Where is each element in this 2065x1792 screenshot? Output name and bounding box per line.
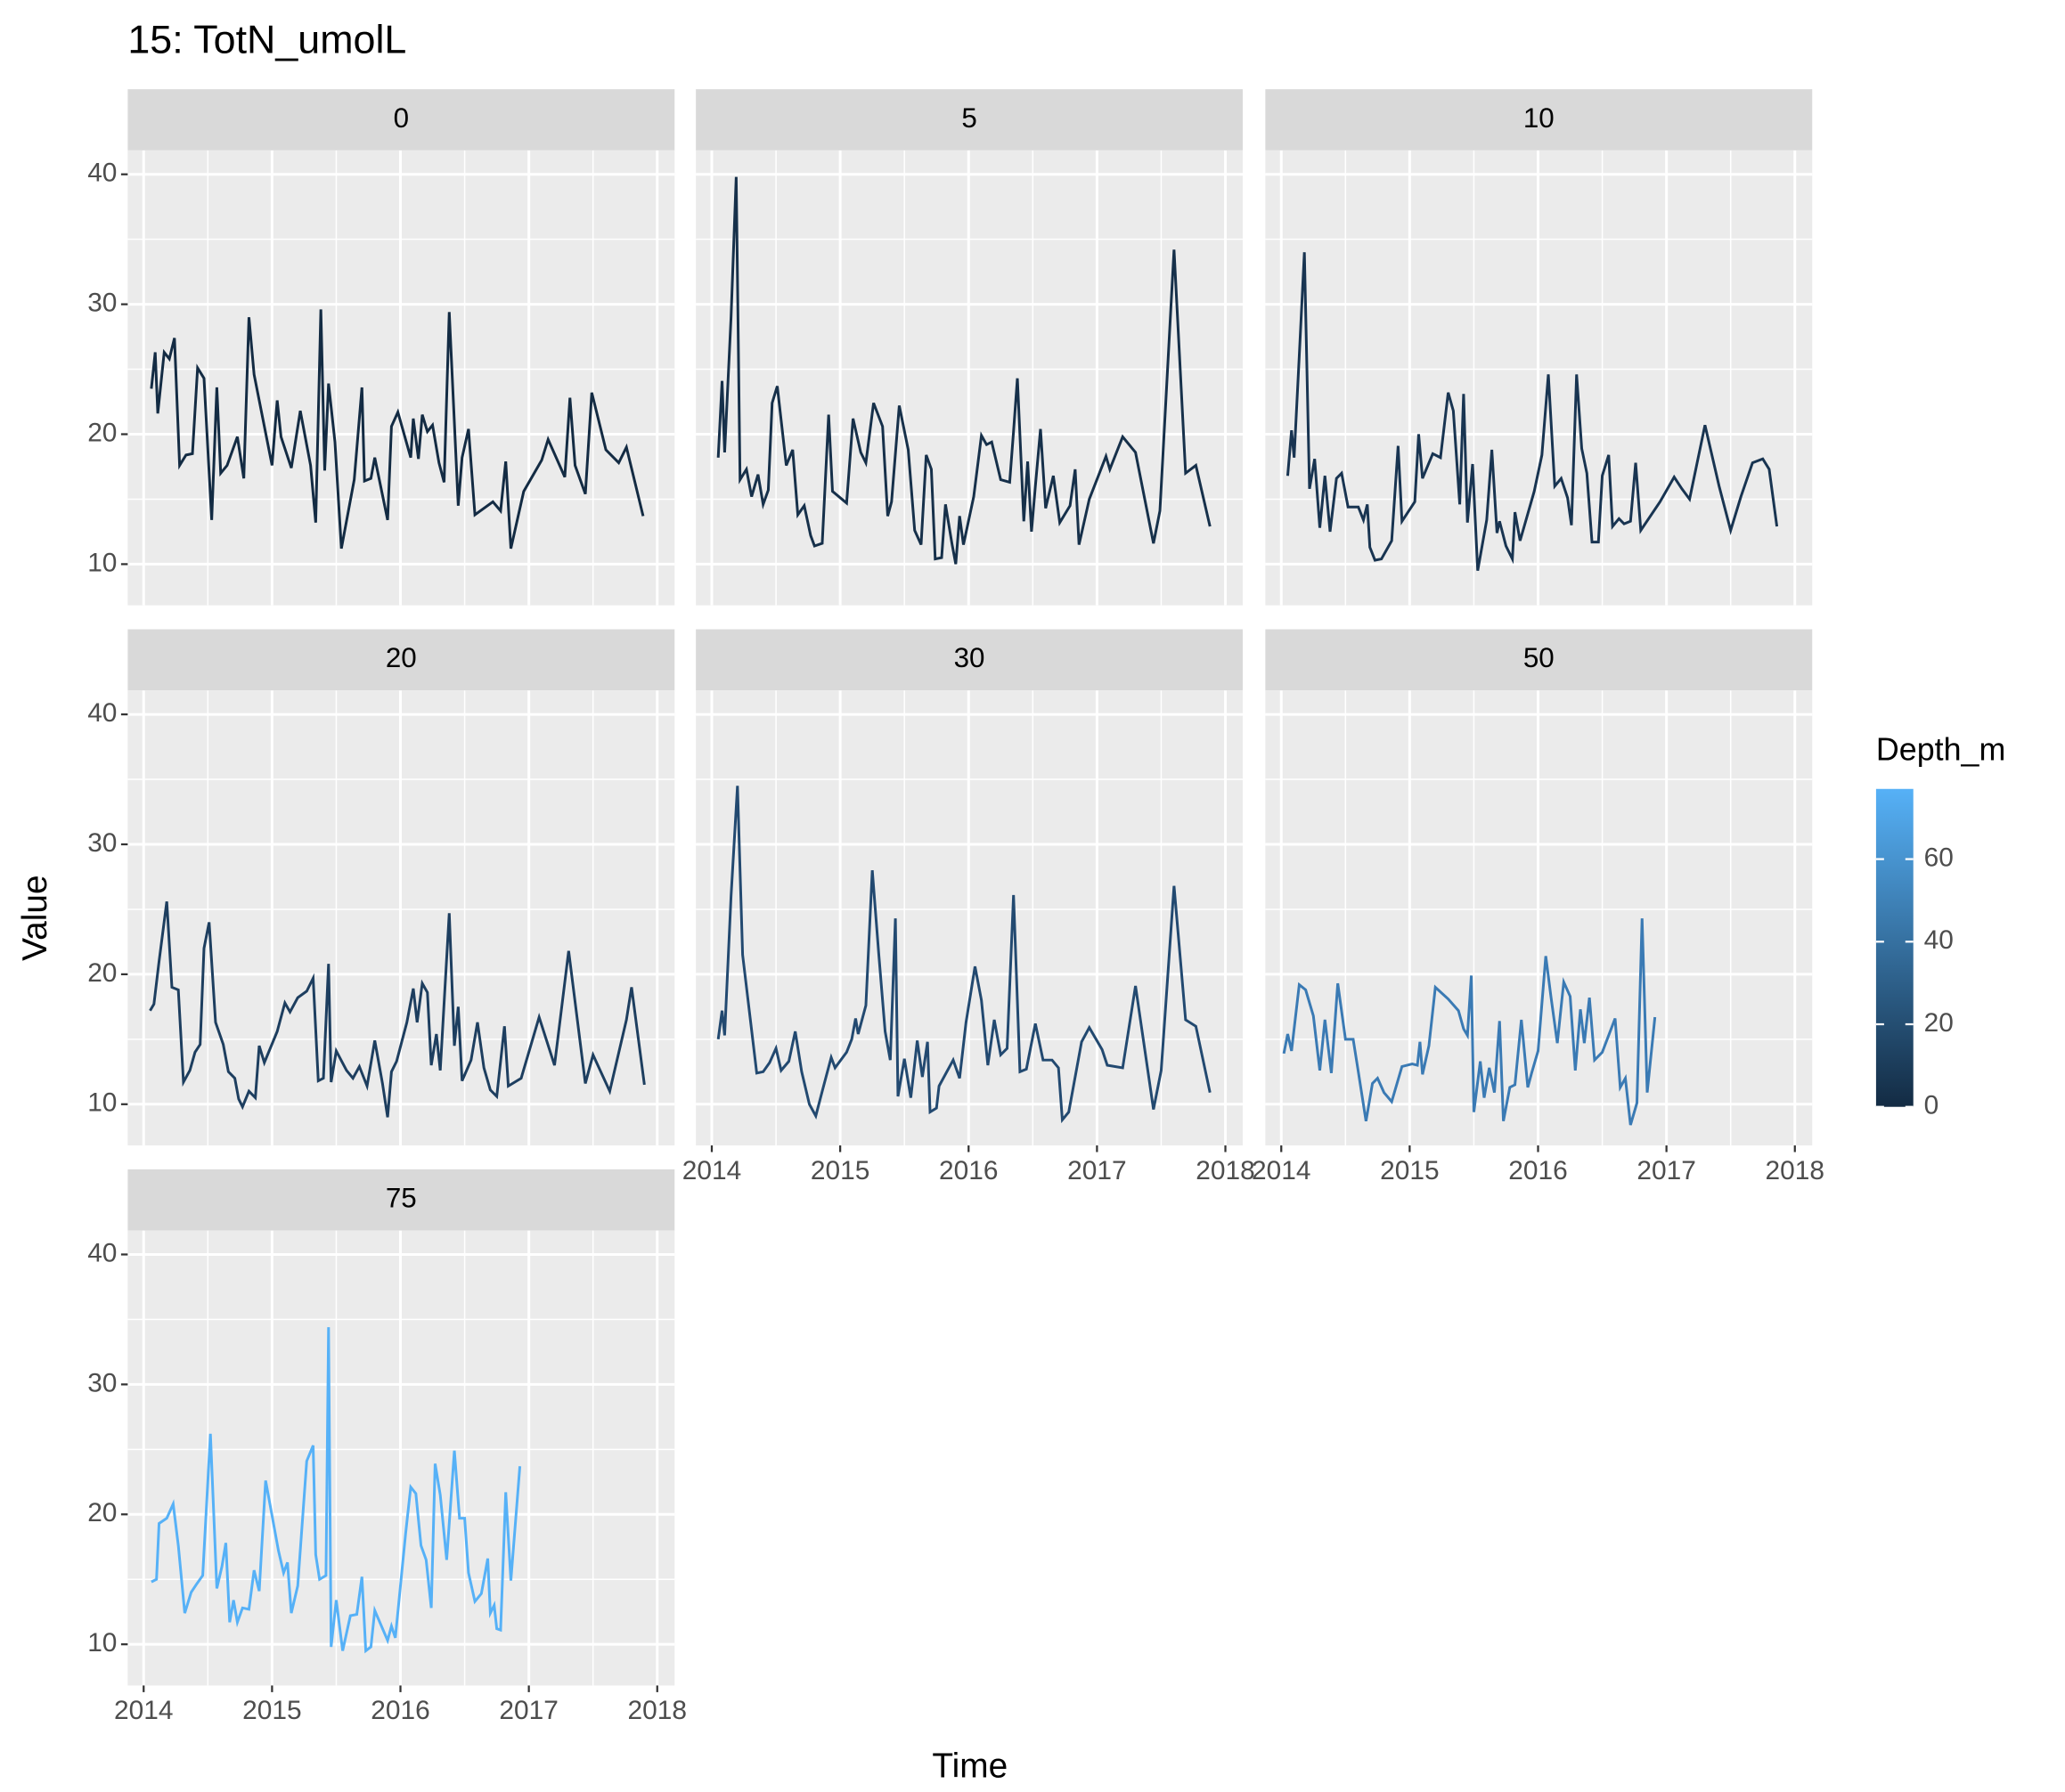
strip xyxy=(127,1169,675,1231)
strip-label: 75 xyxy=(386,1183,417,1214)
y-tick-label: 30 xyxy=(87,828,117,858)
chart-title: 15: TotN_umolL xyxy=(127,18,406,62)
x-tick-label: 2018 xyxy=(1766,1156,1824,1185)
colorbar-label: 40 xyxy=(1924,925,1954,955)
strip-label: 10 xyxy=(1523,102,1555,134)
data-line xyxy=(151,1327,522,1654)
y-tick-label: 10 xyxy=(87,548,117,577)
strip xyxy=(127,89,675,151)
x-tick-label: 2015 xyxy=(1380,1156,1439,1185)
strip-label: 20 xyxy=(386,642,417,673)
strip-label: 30 xyxy=(954,642,985,673)
data-line xyxy=(716,176,1212,565)
colorbar xyxy=(1875,788,1914,1107)
y-tick-label: 30 xyxy=(87,288,117,317)
strip-label: 5 xyxy=(961,102,976,134)
x-tick-label: 2018 xyxy=(628,1696,687,1725)
y-tick-label: 40 xyxy=(87,1238,117,1267)
y-tick-label: 20 xyxy=(87,418,117,447)
x-axis-title: Time xyxy=(932,1747,1008,1785)
x-tick-label: 2015 xyxy=(811,1156,869,1185)
x-tick-label: 2017 xyxy=(1067,1156,1126,1185)
y-tick-label: 40 xyxy=(87,698,117,728)
x-tick-label: 2014 xyxy=(114,1696,173,1725)
data-line xyxy=(149,900,646,1118)
y-tick-label: 10 xyxy=(87,1628,117,1658)
strip xyxy=(696,89,1243,151)
x-tick-label: 2017 xyxy=(499,1696,558,1725)
x-tick-label: 2016 xyxy=(371,1696,429,1725)
x-tick-label: 2015 xyxy=(242,1696,301,1725)
y-tick-label: 30 xyxy=(87,1368,117,1397)
data-line xyxy=(716,786,1212,1124)
x-tick-label: 2016 xyxy=(1508,1156,1567,1185)
data-line xyxy=(1286,252,1779,571)
colorbar-label: 60 xyxy=(1924,843,1954,872)
legend-title: Depth_m xyxy=(1876,731,2005,767)
y-tick-label: 20 xyxy=(87,1498,117,1527)
y-axis-title: Value xyxy=(16,875,54,960)
x-tick-label: 2014 xyxy=(1252,1156,1310,1185)
strip xyxy=(1265,629,1813,691)
y-tick-label: 40 xyxy=(87,159,117,188)
strip xyxy=(127,629,675,691)
data-line xyxy=(1282,918,1657,1126)
x-tick-label: 2014 xyxy=(682,1156,741,1185)
strip-label: 0 xyxy=(394,102,409,134)
strip-label: 50 xyxy=(1523,642,1555,673)
x-tick-label: 2018 xyxy=(1196,1156,1254,1185)
data-line xyxy=(150,309,645,550)
x-tick-label: 2017 xyxy=(1636,1156,1695,1185)
strip xyxy=(696,629,1243,691)
y-tick-label: 20 xyxy=(87,958,117,988)
y-tick-label: 10 xyxy=(87,1088,117,1118)
colorbar-label: 0 xyxy=(1924,1091,1939,1120)
strip xyxy=(1265,89,1813,151)
colorbar-label: 20 xyxy=(1924,1008,1954,1038)
x-tick-label: 2016 xyxy=(939,1156,998,1185)
